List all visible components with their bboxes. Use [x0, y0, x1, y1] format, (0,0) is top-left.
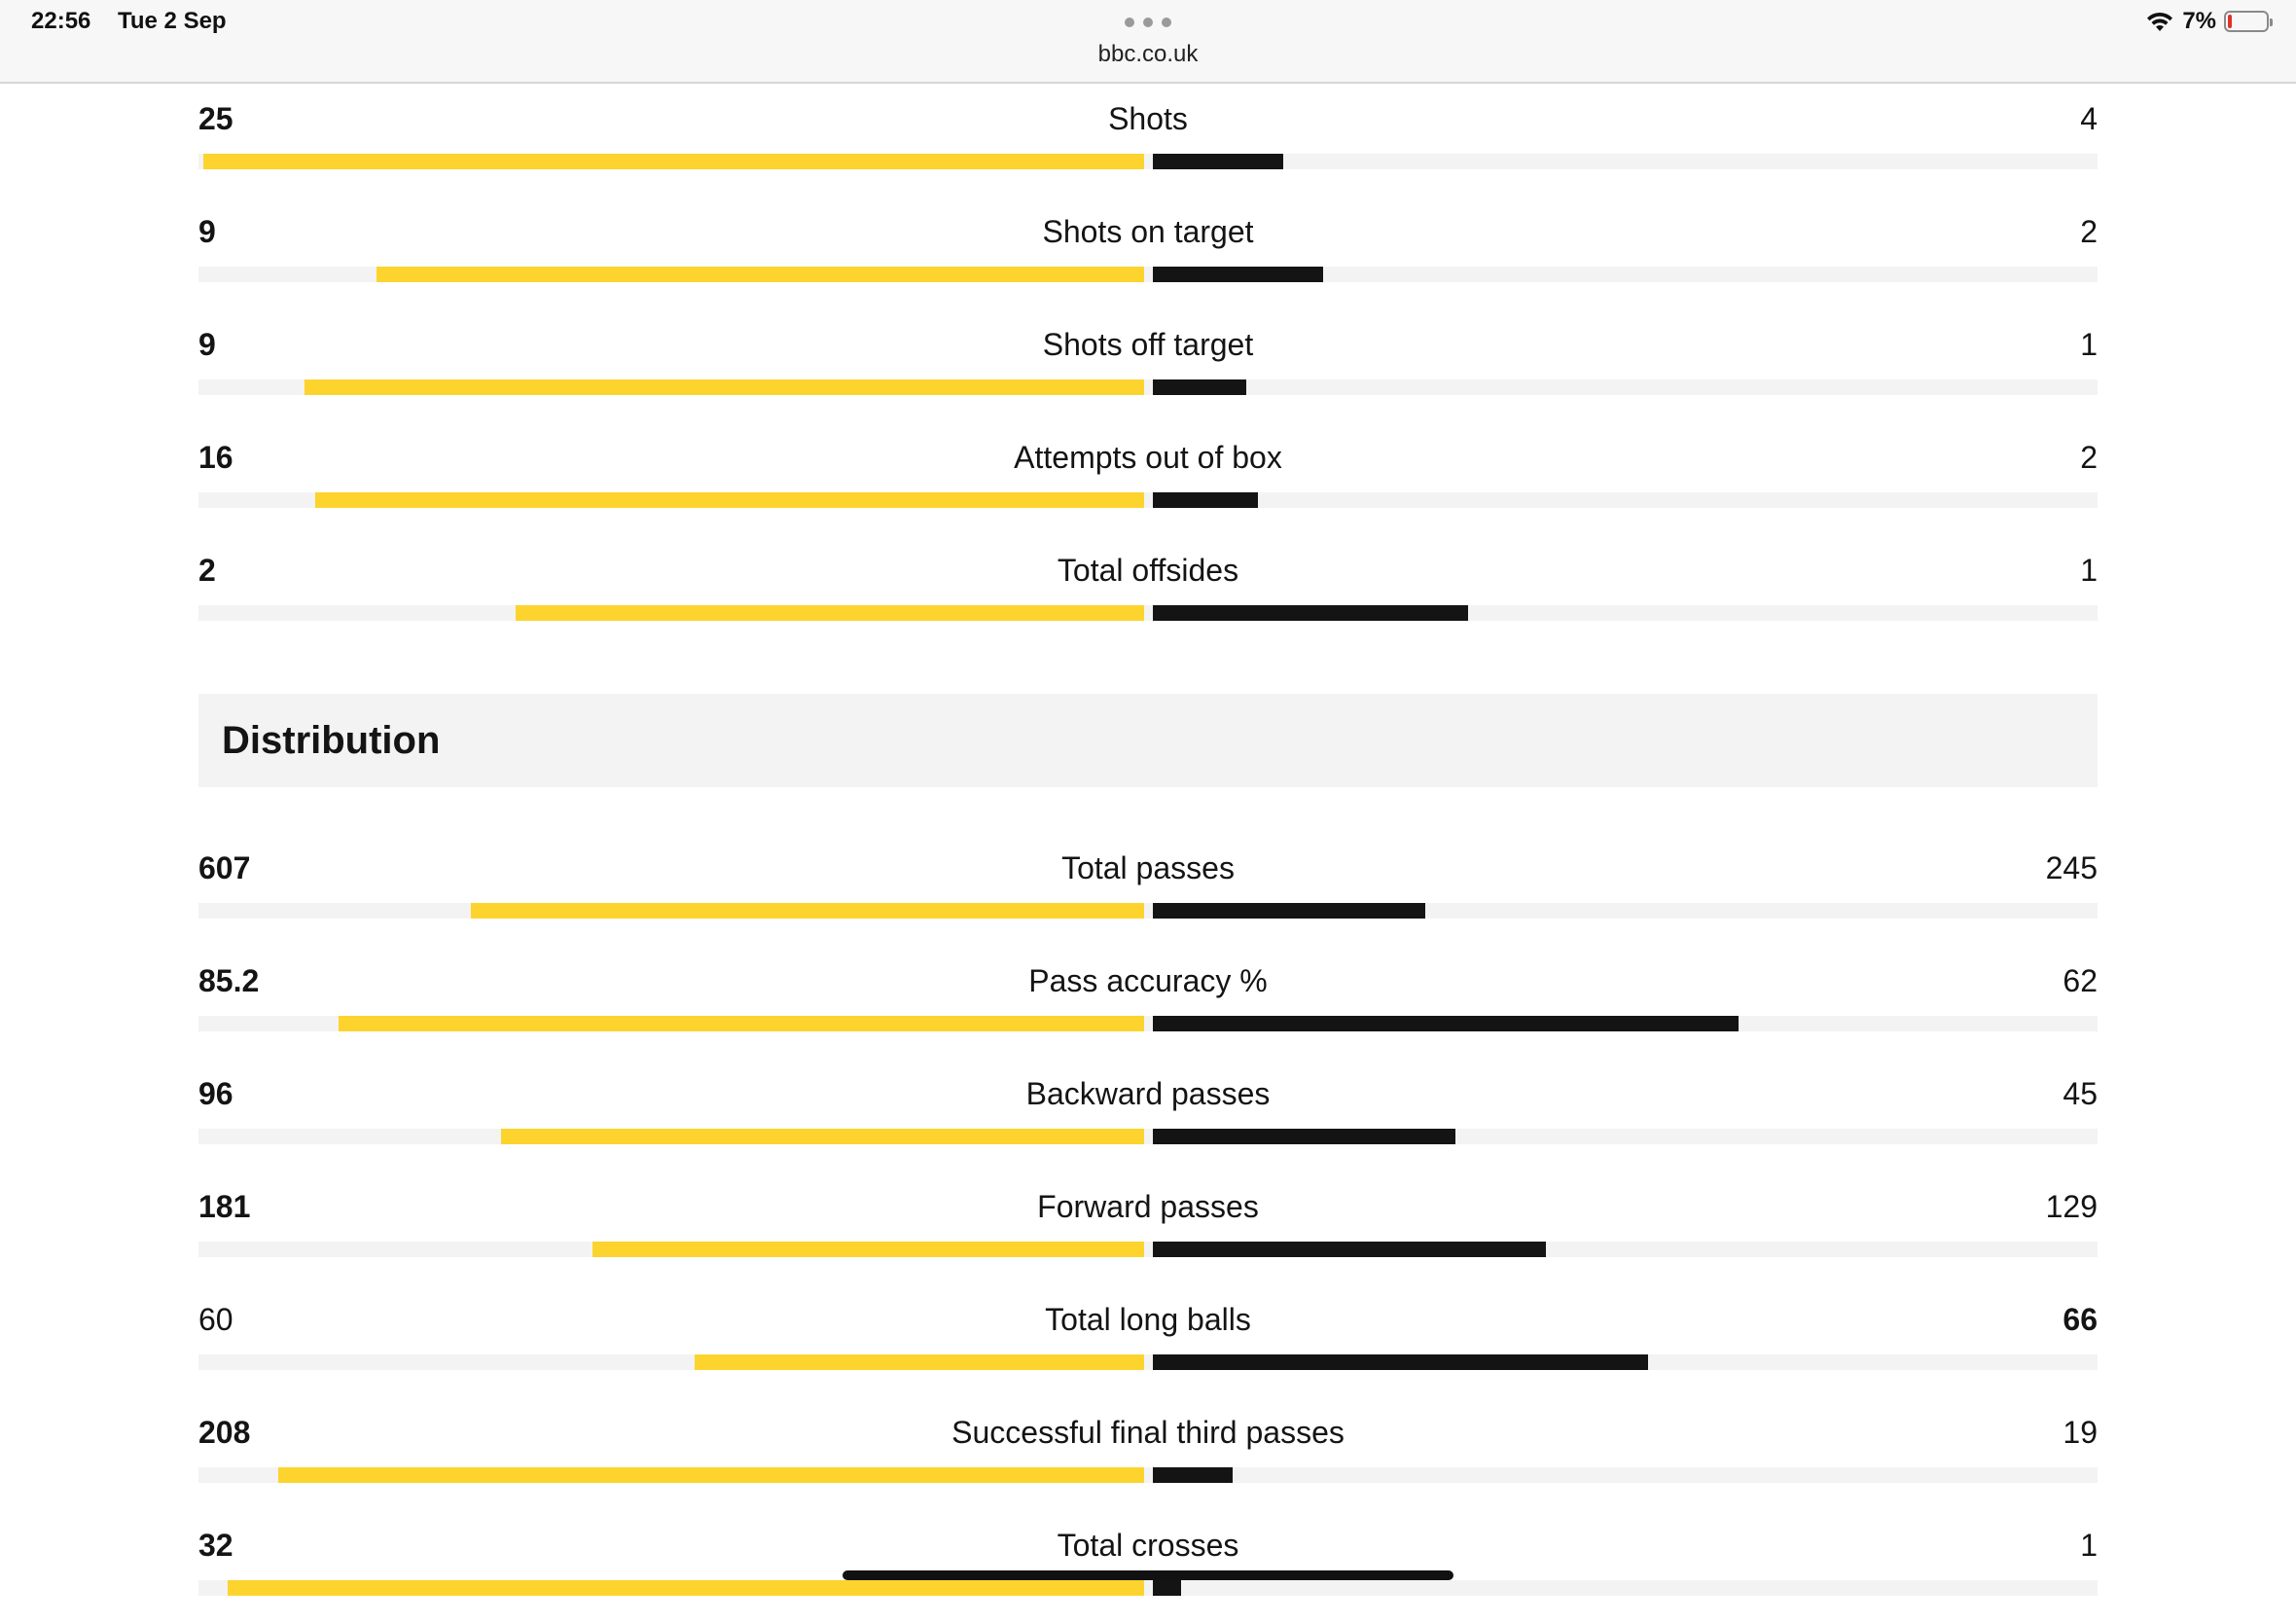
away-value: 4 — [2080, 101, 2098, 136]
away-value: 1 — [2080, 1528, 2098, 1563]
stat-label: Total offsides — [1057, 553, 1239, 588]
home-value: 9 — [198, 214, 216, 249]
stat-label: Shots on target — [1042, 214, 1254, 249]
home-bar — [695, 1354, 1144, 1370]
distribution-stats-list: 607 Total passes 245 85.2 Pass accuracy % 62 9… — [198, 833, 2098, 1623]
match-stats: 25 Shots 4 9 Shots on target 2 9 Shots off targ… — [198, 84, 2098, 1623]
battery-percent: 7% — [2182, 8, 2216, 34]
home-bar — [377, 267, 1144, 282]
stat-row-total-offsides: 2 Total offsides 1 — [198, 535, 2098, 648]
home-value: 2 — [198, 553, 216, 588]
home-bar — [228, 1580, 1144, 1596]
away-value: 62 — [2063, 963, 2098, 998]
away-value: 1 — [2080, 327, 2098, 362]
bar-track — [198, 1129, 2098, 1144]
stat-label: Shots off target — [1042, 327, 1254, 362]
stat-row-total-long-balls: 60 Total long balls 66 — [198, 1284, 2098, 1397]
stat-label: Shots — [1108, 101, 1188, 136]
status-right: 7% — [2145, 8, 2273, 35]
home-value: 208 — [198, 1415, 251, 1450]
away-bar — [1153, 492, 1258, 508]
section-title: Distribution — [222, 719, 441, 762]
address-url[interactable]: bbc.co.uk — [1097, 41, 1199, 67]
away-value: 2 — [2080, 214, 2098, 249]
stat-row-shots-off-target: 9 Shots off target 1 — [198, 309, 2098, 422]
wifi-icon — [2147, 12, 2173, 31]
stat-row-backward-passes: 96 Backward passes 45 — [198, 1059, 2098, 1172]
bar-track — [198, 605, 2098, 621]
stat-label: Backward passes — [1025, 1076, 1271, 1111]
home-value: 16 — [198, 440, 233, 475]
home-value: 181 — [198, 1189, 251, 1224]
bar-track — [198, 1354, 2098, 1370]
home-bar — [203, 154, 1144, 169]
stat-row-pass-accuracy: 85.2 Pass accuracy % 62 — [198, 946, 2098, 1059]
home-indicator[interactable] — [843, 1570, 1453, 1580]
away-value: 1 — [2080, 553, 2098, 588]
away-bar — [1153, 379, 1246, 395]
away-bar — [1153, 267, 1323, 282]
stat-label: Pass accuracy % — [1028, 963, 1268, 998]
status-date: Tue 2 Sep — [118, 8, 227, 34]
away-bar — [1153, 1129, 1455, 1144]
section-header-distribution: Distribution — [198, 694, 2098, 787]
home-value: 32 — [198, 1528, 233, 1563]
away-value: 245 — [2045, 850, 2098, 885]
stat-row-attempts-out-of-box: 16 Attempts out of box 2 — [198, 422, 2098, 535]
home-bar — [501, 1129, 1144, 1144]
home-bar — [339, 1016, 1144, 1031]
battery-icon — [2224, 11, 2273, 32]
stat-label: Total long balls — [1045, 1302, 1251, 1337]
stat-row-shots-on-target: 9 Shots on target 2 — [198, 197, 2098, 309]
bar-track — [198, 1242, 2098, 1257]
away-bar — [1153, 903, 1425, 919]
home-value: 60 — [198, 1302, 233, 1337]
away-value: 66 — [2063, 1302, 2098, 1337]
stat-label: Forward passes — [1037, 1189, 1259, 1224]
away-value: 2 — [2080, 440, 2098, 475]
away-value: 19 — [2063, 1415, 2098, 1450]
away-bar — [1153, 154, 1283, 169]
stat-label: Total passes — [1061, 850, 1235, 885]
stat-row-successful-final-third-passes: 208 Successful final third passes 19 — [198, 1397, 2098, 1510]
away-bar — [1153, 1467, 1233, 1483]
home-bar — [278, 1467, 1144, 1483]
away-value: 45 — [2063, 1076, 2098, 1111]
stat-label: Attempts out of box — [1014, 440, 1282, 475]
home-value: 9 — [198, 327, 216, 362]
stat-row-total-crosses: 32 Total crosses 1 — [198, 1510, 2098, 1623]
status-time: 22:56 — [31, 8, 91, 34]
stat-row-total-passes: 607 Total passes 245 — [198, 833, 2098, 946]
home-bar — [516, 605, 1144, 621]
away-value: 129 — [2045, 1189, 2098, 1224]
home-bar — [305, 379, 1144, 395]
home-bar — [592, 1242, 1144, 1257]
home-bar — [315, 492, 1144, 508]
home-value: 607 — [198, 850, 251, 885]
away-bar — [1153, 1354, 1648, 1370]
away-bar — [1153, 1242, 1546, 1257]
home-value: 85.2 — [198, 963, 260, 998]
stat-row-shots: 25 Shots 4 — [198, 84, 2098, 197]
more-dots-icon[interactable] — [1125, 18, 1171, 27]
away-bar — [1153, 1016, 1739, 1031]
status-bar: 22:56 Tue 2 Sep bbc.co.uk 7% — [0, 0, 2296, 84]
away-bar — [1153, 605, 1468, 621]
home-bar — [471, 903, 1144, 919]
away-bar — [1153, 1580, 1181, 1596]
home-value: 96 — [198, 1076, 233, 1111]
stat-row-forward-passes: 181 Forward passes 129 — [198, 1172, 2098, 1284]
stat-label: Total crosses — [1057, 1528, 1239, 1563]
attack-stats-list: 25 Shots 4 9 Shots on target 2 9 Shots off targ… — [198, 84, 2098, 648]
home-value: 25 — [198, 101, 233, 136]
stat-label: Successful final third passes — [951, 1415, 1345, 1450]
